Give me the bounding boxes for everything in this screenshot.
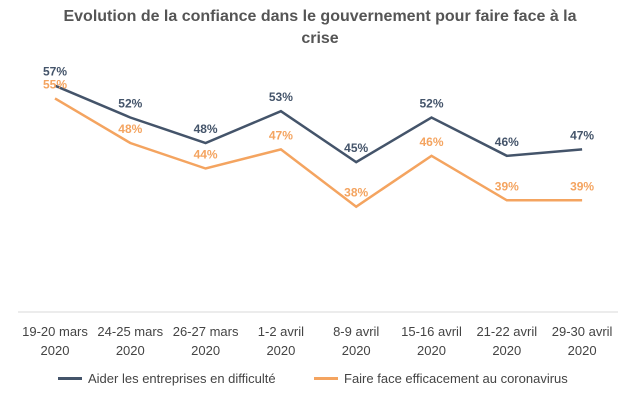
x-tick-label: 2020 [492,343,521,358]
x-tick-label: 2020 [266,343,295,358]
x-tick-label: 24-25 mars [97,324,163,339]
data-label: 44% [194,147,218,161]
data-label: 57% [43,65,67,79]
data-label: 39% [495,179,519,193]
x-tick-label: 2020 [342,343,371,358]
legend-label-entreprises: Aider les entreprises en difficulté [88,371,276,386]
data-label: 48% [194,122,218,136]
x-tick-label: 2020 [417,343,446,358]
x-tick-label: 19-20 mars [22,324,88,339]
data-label: 46% [419,135,443,149]
data-label: 47% [570,128,594,142]
series-line-1 [54,97,583,209]
chart-legend: Aider les entreprises en difficulté Fair… [0,371,640,393]
x-tick-label: 15-16 avril [401,324,462,339]
x-tick-label: 21-22 avril [476,324,537,339]
data-label: 46% [495,135,519,149]
x-tick-label: 1-2 avril [258,324,304,339]
data-label: 52% [118,97,142,111]
data-label: 38% [344,186,368,200]
series-line-0 [54,84,583,164]
legend-swatch-coronavirus [314,377,338,380]
x-tick-label: 2020 [116,343,145,358]
legend-swatch-entreprises [58,377,82,380]
x-tick-label: 2020 [191,343,220,358]
data-label: 39% [570,179,594,193]
data-label: 53% [269,90,293,104]
legend-item-entreprises: Aider les entreprises en difficulté [58,371,276,386]
data-label: 52% [419,97,443,111]
data-label: 45% [344,141,368,155]
x-tick-label: 26-27 mars [173,324,239,339]
x-tick-label: 8-9 avril [333,324,379,339]
data-label: 47% [269,128,293,142]
legend-label-coronavirus: Faire face efficacement au coronavirus [344,371,568,386]
x-tick-label: 2020 [568,343,597,358]
x-tick-label: 29-30 avril [552,324,613,339]
data-label: 55% [43,77,67,91]
x-tick-label: 2020 [41,343,70,358]
legend-item-coronavirus: Faire face efficacement au coronavirus [314,371,568,386]
data-label: 48% [118,122,142,136]
chart-title: Evolution de la confiance dans le gouver… [63,8,577,47]
